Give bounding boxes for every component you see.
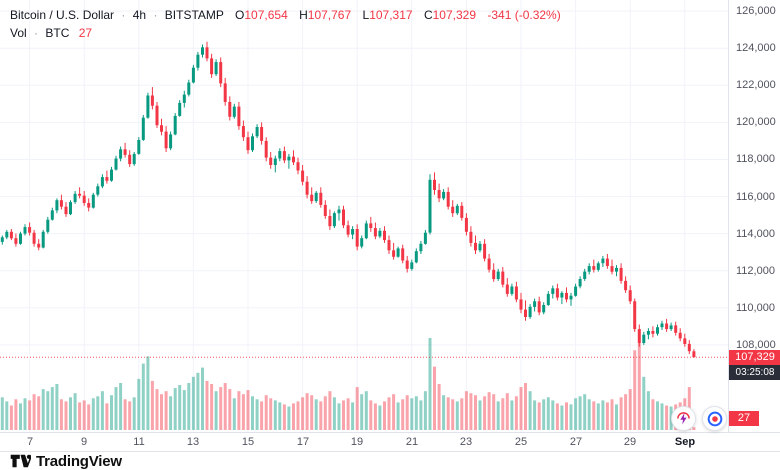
- price-tick-label: 126,000: [736, 5, 776, 17]
- time-tick-label: 9: [80, 436, 88, 448]
- time-tick-label: 15: [241, 436, 255, 448]
- low-label: L: [362, 8, 370, 22]
- price-axis[interactable]: 107,329 03:25:08 27 126,000 124,000 122,00…: [728, 0, 780, 432]
- change-value: -341 (-0.32%): [487, 8, 561, 22]
- symbol-title[interactable]: Bitcoin / U.S. Dollar: [10, 8, 115, 22]
- time-tick-label: 7: [26, 436, 34, 448]
- separator-dot: ·: [153, 8, 158, 22]
- time-tick-label: 17: [296, 436, 310, 448]
- current-price-badge: 107,329: [729, 350, 780, 365]
- exchange-label: BITSTAMP: [164, 8, 224, 22]
- volume-label: Vol: [10, 26, 27, 40]
- price-tick-label: 116,000: [736, 191, 775, 203]
- separator-dot: ·: [121, 8, 126, 22]
- volume-unit: BTC: [45, 26, 70, 40]
- price-tick-label: 124,000: [736, 42, 776, 54]
- bar-countdown-badge: 03:25:08: [729, 365, 780, 380]
- high-value: 107,767: [307, 8, 352, 22]
- chart-plot-area[interactable]: [0, 0, 728, 432]
- separator-dot: ·: [34, 26, 39, 40]
- price-tick-label: 112,000: [736, 265, 775, 277]
- footer-bar: TradingView: [0, 451, 780, 470]
- time-tick-label: 11: [133, 436, 145, 448]
- lightning-icon: [677, 412, 690, 425]
- time-tick-label: Sep: [674, 436, 696, 448]
- price-tick-label: 108,000: [736, 339, 776, 351]
- time-tick-label: 29: [623, 436, 637, 448]
- interval-label[interactable]: 4h: [132, 8, 147, 22]
- price-tick-label: 120,000: [736, 116, 776, 128]
- time-tick-label: 27: [569, 436, 583, 448]
- price-tick-label: 110,000: [736, 302, 775, 314]
- chart-legend: Bitcoin / U.S. Dollar · 4h · BITSTAMP O1…: [10, 7, 561, 42]
- target-button[interactable]: [702, 406, 727, 431]
- time-tick-label: 13: [186, 436, 200, 448]
- volume-value: 27: [78, 26, 93, 40]
- close-value: 107,329: [432, 8, 476, 22]
- symbol-row: Bitcoin / U.S. Dollar · 4h · BITSTAMP O1…: [10, 7, 561, 24]
- bullseye-icon: [707, 411, 722, 426]
- price-tick-label: 114,000: [736, 228, 775, 240]
- close-label: C: [423, 8, 433, 22]
- price-tick-label: 122,000: [736, 79, 776, 91]
- candlestick-chart[interactable]: [0, 0, 728, 432]
- low-value: 107,317: [369, 8, 413, 22]
- time-tick-label: 21: [405, 436, 419, 448]
- open-value: 107,654: [244, 8, 288, 22]
- high-label: H: [299, 8, 308, 22]
- time-tick-label: 23: [459, 436, 473, 448]
- volume-row: Vol · BTC 27: [10, 25, 561, 42]
- open-label: O: [235, 8, 245, 22]
- time-tick-label: 19: [350, 436, 364, 448]
- current-volume-badge: 27: [729, 411, 759, 426]
- time-tick-label: 25: [514, 436, 528, 448]
- boost-button[interactable]: [671, 406, 696, 431]
- time-axis[interactable]: 7 9 11 13 15 17 19 21 23 25 27 29 Sep: [0, 432, 780, 452]
- tradingview-logo-icon[interactable]: [10, 454, 31, 468]
- brand-name[interactable]: TradingView: [36, 452, 122, 470]
- price-tick-label: 118,000: [736, 153, 775, 165]
